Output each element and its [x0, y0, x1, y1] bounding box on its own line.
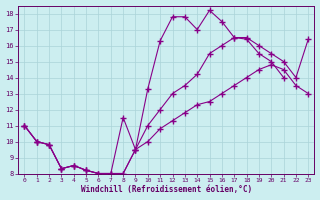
X-axis label: Windchill (Refroidissement éolien,°C): Windchill (Refroidissement éolien,°C) — [81, 185, 252, 194]
